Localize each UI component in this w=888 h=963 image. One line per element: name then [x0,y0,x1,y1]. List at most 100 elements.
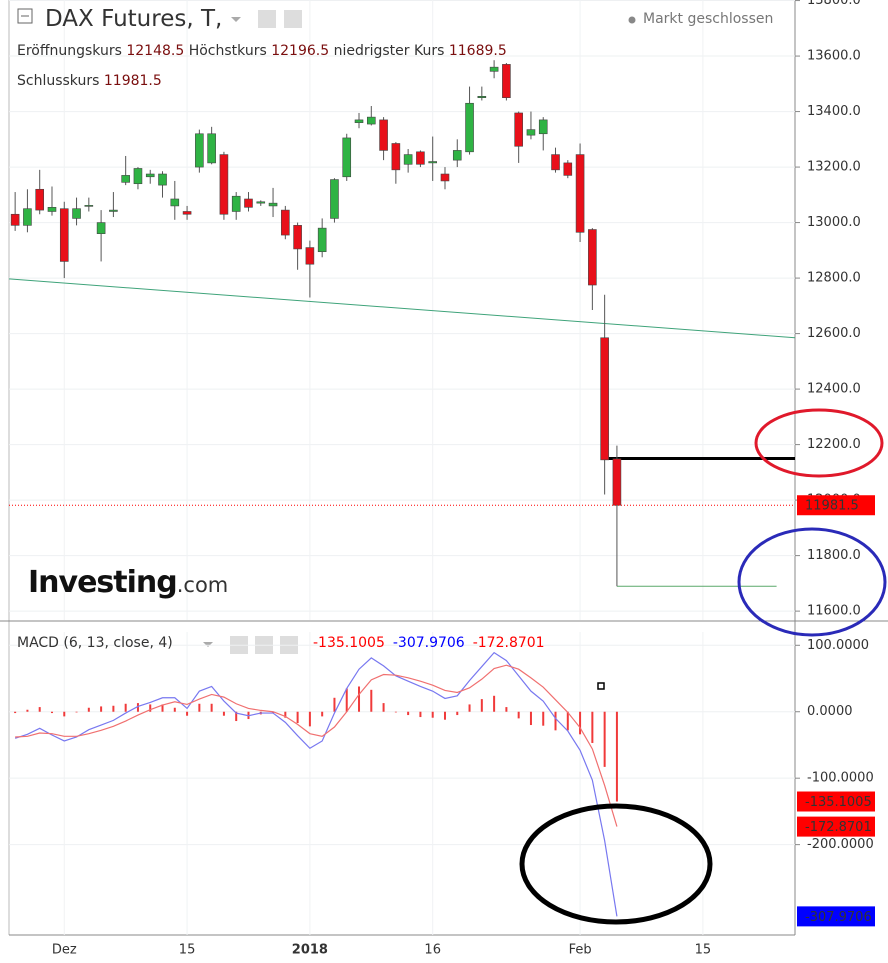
histogram-bar [333,697,336,712]
x-tick-label: 15 [179,943,196,958]
y-tick-label: 100.0000 [807,638,869,653]
candle-body [354,119,364,123]
candle-body [366,116,376,125]
candle-body [109,209,118,212]
ohlc-label: Eröffnungskurs [17,43,122,59]
candle-body [268,202,278,207]
x-tick-label: Feb [569,943,592,958]
candle-body [391,143,401,171]
candle-body [72,208,81,219]
highlight-ellipse [737,527,887,637]
x-tick-label: Dez [52,943,77,958]
ohlc-label: Höchstkurs [188,43,267,59]
candle-body [256,201,266,204]
ohlc-value: 12148.5 [126,43,185,59]
watermark-name: Investing [28,565,178,600]
candle-body [96,222,106,234]
histogram-bar [480,699,483,712]
histogram-bar [443,711,446,720]
histogram-bar [26,709,29,712]
y-tick-label: 12200.0 [807,437,861,452]
y-tick-label: -200.0000 [807,837,874,852]
candle-body [244,198,253,208]
histogram-bar [308,711,311,727]
candle-body [35,188,45,211]
candle-body [23,208,32,226]
candle-body [428,161,438,164]
price-tag [797,495,875,516]
ohlc-value: 12196.5 [271,43,330,59]
candle-body [514,112,523,147]
y-tick-label: 13800.0 [807,0,861,8]
candle-body [207,133,216,164]
dropdown-icon[interactable] [231,17,241,22]
y-tick-label: 12800.0 [807,271,861,286]
candle-body [293,225,302,250]
candle-body [575,154,585,233]
ohlc-legend: Schlusskurs 11981.5 [17,73,162,89]
candle-body [305,247,315,265]
histogram-bar [382,703,385,712]
histogram-bar [493,695,496,712]
candle-body [538,119,548,135]
candle-body [330,179,339,219]
histogram-bar [566,711,569,731]
candle-body [182,211,192,215]
indicator-title: MACD (6, 13, close, 4) [17,635,173,651]
chart-title: DAX Futures, T, [45,6,223,32]
watermark-suffix: .com [176,573,229,597]
market-status: Markt geschlossen [643,11,774,27]
price-tag [797,906,875,927]
indicator-value: -307.9706 [392,635,465,651]
candle-body [465,102,474,153]
y-tick-label: 13200.0 [807,160,861,175]
candle-body [317,227,327,253]
candle-body [170,198,180,207]
ohlc-value: 11981.5 [103,73,162,89]
histogram-bar [75,711,78,713]
ohlc-label: Schlusskurs [17,73,100,89]
histogram-bar [161,704,164,712]
histogram-bar [358,686,361,712]
candle-body [219,154,229,215]
plot-area: 11600.011800.012000.012200.012400.012600… [8,0,875,958]
histogram-bar [272,711,275,714]
histogram-bar [50,711,53,714]
histogram-bar [210,703,213,712]
highlight-ellipse [519,803,713,925]
candle-body [612,458,622,506]
histogram-bar [542,711,545,726]
candle-body [281,209,290,236]
candle-body [416,151,425,165]
settings-icon[interactable] [284,10,302,28]
candle-body [59,208,69,262]
candle-body [526,129,536,136]
histogram-bar [505,707,508,712]
candle-body [502,64,511,98]
candle-body [440,173,450,182]
collapse-icon[interactable] [17,8,33,24]
dropdown-icon[interactable] [203,642,213,647]
x-tick-label: 16 [424,943,441,958]
histogram-bar [173,707,176,712]
candle-body [10,213,20,226]
price-tag-label: 11981.5 [805,499,859,514]
histogram-bar [14,711,17,714]
price-tag-label: -172.8701 [805,820,872,835]
marker [597,682,605,690]
eye-icon[interactable] [258,10,276,28]
candle-body [600,337,609,461]
y-tick-label: 12600.0 [807,326,861,341]
indicator-line [15,664,618,827]
histogram-bar [38,707,41,712]
histogram-bar [456,711,459,716]
histogram-bar [431,711,434,718]
x-tick-label: 15 [695,943,712,958]
ohlc-value: 11689.5 [448,43,507,59]
histogram-bar [198,703,201,712]
histogram-bar [603,711,606,767]
watermark: Investing.com [28,565,228,600]
